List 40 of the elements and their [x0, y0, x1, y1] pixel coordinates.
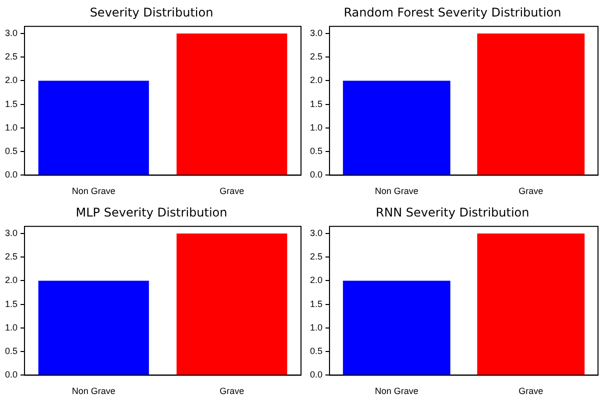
y-tick-label: 1.5: [310, 98, 323, 109]
y-tick-label: 1.0: [310, 322, 323, 332]
x-tick-label: Grave: [220, 186, 244, 196]
y-tick-label: 1.0: [310, 122, 323, 132]
x-tick-label: Grave: [518, 186, 544, 196]
chart-title: Severity Distribution: [90, 5, 214, 20]
y-tick-label: 1.0: [4, 322, 18, 332]
x-tick-label: Non Grave: [374, 186, 418, 196]
y-tick-label: 0.0: [4, 370, 18, 380]
x-tick-label: Grave: [518, 386, 544, 396]
y-tick-label: 2.5: [310, 252, 323, 262]
y-tick-label: 1.5: [4, 98, 18, 109]
y-tick-label: 2.0: [310, 275, 323, 286]
y-tick-label: 2.5: [310, 52, 323, 62]
y-tick-label: 2.0: [4, 275, 18, 286]
x-tick-label: Non Grave: [72, 186, 116, 196]
y-tick-label: 1.0: [4, 122, 18, 132]
y-tick-label: 2.5: [4, 252, 18, 262]
y-tick-label: 3.0: [310, 228, 323, 238]
y-tick-label: 0.5: [310, 146, 323, 156]
y-tick-label: 0.5: [4, 146, 18, 156]
x-tick-label: Non Grave: [374, 386, 418, 396]
y-tick-label: 2.5: [4, 52, 18, 62]
y-tick-label: 0.0: [310, 370, 323, 380]
y-tick-label: 3.0: [4, 228, 18, 238]
x-tick-label: Grave: [220, 386, 244, 396]
chart-title: RNN Severity Distribution: [376, 205, 530, 220]
y-tick-label: 0.0: [4, 170, 18, 180]
y-tick-label: 0.0: [310, 170, 323, 180]
y-tick-label: 1.5: [310, 298, 323, 309]
y-tick-label: 0.5: [4, 346, 18, 356]
y-tick-label: 1.5: [4, 298, 18, 309]
y-tick-label: 3.0: [310, 28, 323, 38]
x-tick-label: Non Grave: [72, 386, 116, 396]
y-tick-label: 2.0: [4, 75, 18, 86]
y-tick-label: 2.0: [310, 75, 323, 86]
y-tick-label: 3.0: [4, 28, 18, 38]
chart-title: Random Forest Severity Distribution: [344, 5, 562, 20]
chart-title: MLP Severity Distribution: [76, 205, 228, 220]
y-tick-label: 0.5: [310, 346, 323, 356]
